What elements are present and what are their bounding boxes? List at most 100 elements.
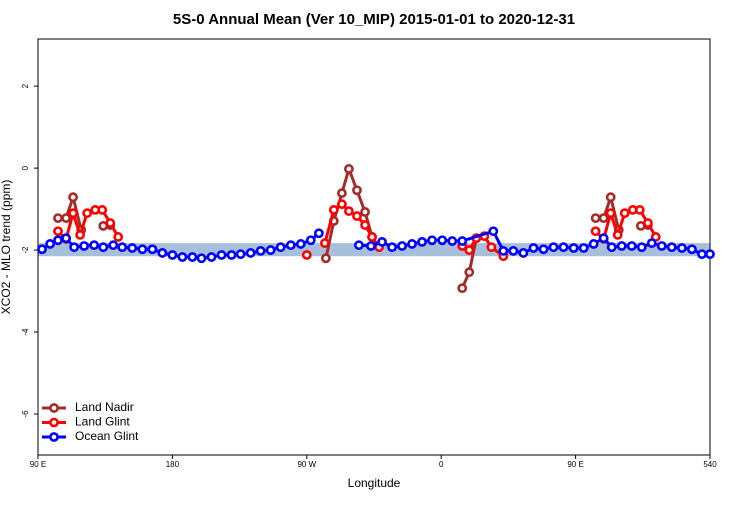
point <box>568 243 579 253</box>
point <box>626 241 637 251</box>
point <box>167 250 178 260</box>
point <box>226 250 237 260</box>
point <box>196 253 207 264</box>
point <box>518 248 529 258</box>
point <box>636 242 647 253</box>
point <box>666 242 677 253</box>
x-tick-label: 540 <box>703 460 717 469</box>
point <box>656 241 667 251</box>
point <box>360 207 370 217</box>
point <box>295 239 306 249</box>
point <box>61 213 71 224</box>
point <box>558 242 569 253</box>
point <box>508 245 519 256</box>
point <box>590 226 601 237</box>
y-tick-label: -2 <box>21 246 30 254</box>
point <box>528 243 539 253</box>
point <box>127 243 138 253</box>
point <box>235 249 246 260</box>
point <box>98 242 109 253</box>
point <box>53 213 63 224</box>
point <box>75 230 86 240</box>
point <box>245 248 256 258</box>
point <box>137 244 148 255</box>
point <box>486 242 497 253</box>
point <box>578 243 589 253</box>
point <box>366 241 376 251</box>
point <box>598 213 609 224</box>
point <box>427 235 437 246</box>
point <box>360 220 370 230</box>
point <box>538 244 549 255</box>
point <box>464 267 475 278</box>
chart-title: 5S-0 Annual Mean (Ver 10_MIP) 2015-01-01… <box>173 11 575 28</box>
point <box>619 208 630 219</box>
point <box>457 236 468 246</box>
point <box>82 208 93 219</box>
point <box>377 236 387 247</box>
point <box>105 218 116 228</box>
point <box>69 242 80 253</box>
point <box>79 241 90 251</box>
point <box>464 245 475 255</box>
series-line <box>58 164 649 289</box>
point <box>61 233 71 244</box>
point <box>588 239 599 249</box>
legend-label: Land Glint <box>75 415 130 429</box>
point <box>367 232 377 242</box>
legend-label: Land Nadir <box>75 400 134 414</box>
point <box>387 242 397 253</box>
point <box>313 228 324 239</box>
point <box>336 199 347 210</box>
point <box>344 206 354 217</box>
point <box>616 241 627 251</box>
point <box>275 242 286 253</box>
point <box>677 243 687 253</box>
point <box>177 252 188 262</box>
x-tick-label: 180 <box>166 460 180 469</box>
point <box>147 244 158 255</box>
point <box>113 232 124 242</box>
point <box>319 238 330 249</box>
point <box>117 242 128 253</box>
point <box>598 233 609 244</box>
point <box>285 240 296 251</box>
y-tick-label: -4 <box>21 328 30 336</box>
point <box>705 249 715 260</box>
y-axis-label: XCO2 - MLO trend (ppm) <box>0 180 13 315</box>
x-tick-label: 90 E <box>30 460 46 469</box>
y-tick-label: 2 <box>21 83 30 88</box>
point <box>255 245 266 256</box>
point <box>45 239 55 249</box>
point <box>336 188 347 199</box>
point <box>301 250 312 260</box>
legend-label: Ocean Glint <box>75 429 139 443</box>
x-tick-label: 90 W <box>297 460 316 469</box>
point <box>447 236 458 246</box>
point <box>488 226 499 237</box>
point <box>265 245 276 255</box>
point <box>417 236 427 247</box>
point <box>89 240 100 251</box>
point <box>612 230 623 240</box>
point <box>216 250 227 260</box>
point <box>407 239 417 249</box>
point <box>605 192 616 203</box>
legend-marker <box>49 432 59 442</box>
point <box>646 238 657 249</box>
point <box>108 240 119 251</box>
point <box>53 226 63 237</box>
point <box>344 164 354 174</box>
point <box>634 205 645 215</box>
point <box>642 218 653 228</box>
point <box>68 208 78 219</box>
point <box>53 235 63 246</box>
legend-marker <box>49 417 59 428</box>
x-tick-label: 90 E <box>567 460 583 469</box>
point <box>352 211 362 221</box>
point <box>437 235 448 246</box>
point <box>97 205 108 215</box>
point <box>321 253 331 264</box>
point <box>498 245 509 256</box>
